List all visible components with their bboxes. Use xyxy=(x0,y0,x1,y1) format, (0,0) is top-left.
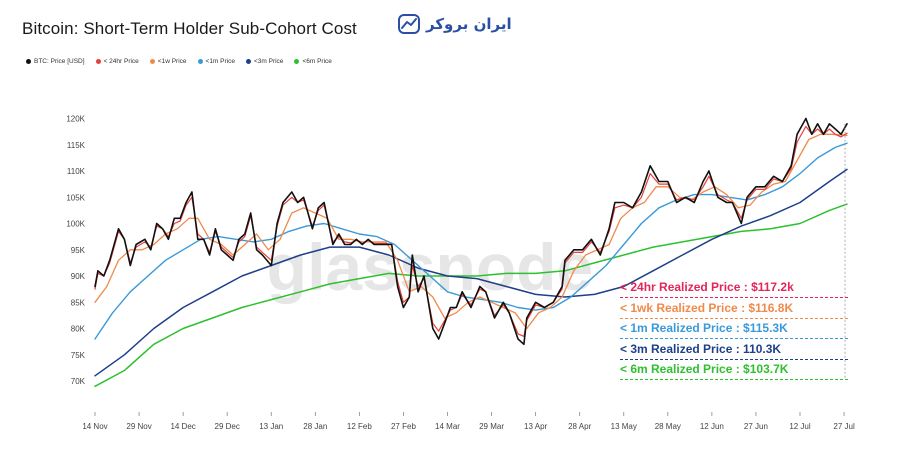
legend-item-2[interactable]: <1w Price xyxy=(149,58,187,65)
legend-swatch xyxy=(294,59,300,64)
series-line-4 xyxy=(94,168,848,377)
legend-swatch xyxy=(149,59,155,64)
y-tick-label: 80K xyxy=(71,325,86,334)
series-line-5 xyxy=(94,203,848,388)
x-tick-label: 27 Jun xyxy=(744,422,768,431)
legend-item-5[interactable]: <6m Price xyxy=(294,58,332,65)
x-tick-label: 13 Apr xyxy=(524,422,547,431)
legend-label: <1w Price xyxy=(157,58,187,65)
legend-label: <1m Price xyxy=(205,58,235,65)
legend-swatch xyxy=(95,59,101,64)
y-tick-label: 70K xyxy=(71,377,86,386)
x-tick-label: 29 Nov xyxy=(126,422,151,431)
x-tick-label: 12 Feb xyxy=(347,422,372,431)
trend-logo-icon xyxy=(398,14,420,34)
x-tick-label: 29 Dec xyxy=(215,422,240,431)
callout-0: < 24hr Realized Price : $117.2k xyxy=(620,280,848,298)
legend-label: < 24hr Price xyxy=(103,58,139,65)
series-line-0 xyxy=(94,117,848,346)
legend-label: <6m Price xyxy=(302,58,332,65)
y-tick-label: 120K xyxy=(66,115,85,124)
y-tick-label: 95K xyxy=(71,246,86,255)
callout-1: < 1wk Realized Price : $116.8K xyxy=(620,301,848,319)
callout-3: < 3m Realized Price : 110.3K xyxy=(620,342,848,360)
x-axis: 14 Nov 29 Nov 14 Dec 29 Dec 13 Jan 28 Jan 12 F… xyxy=(82,412,855,431)
legend-item-4[interactable]: <3m Price xyxy=(245,58,284,65)
x-tick-label: 14 Nov xyxy=(82,422,107,431)
x-tick-label: 28 Apr xyxy=(568,422,591,431)
legend-swatch xyxy=(245,59,251,64)
chart-legend: BTC: Price [USD] < 24hr Price <1w Price <1m… xyxy=(26,58,332,65)
legend-swatch xyxy=(26,59,31,64)
y-axis: 70K 75K 80K 85K 90K 95K 100K 105K 110K 115K 120K xyxy=(66,115,85,387)
x-tick-label: 28 Jan xyxy=(303,422,327,431)
brand-text: ایران بروکر xyxy=(426,15,512,33)
legend-item-3[interactable]: <1m Price xyxy=(197,58,235,65)
x-tick-label: 29 Mar xyxy=(479,422,504,431)
y-tick-label: 105K xyxy=(66,193,85,202)
y-tick-label: 90K xyxy=(71,272,86,281)
legend-item-0[interactable]: BTC: Price [USD] xyxy=(26,58,85,65)
watermark: glassnode xyxy=(267,230,593,304)
x-tick-label: 12 Jul xyxy=(789,422,811,431)
legend-label: BTC: Price [USD] xyxy=(34,58,85,65)
y-tick-label: 75K xyxy=(71,351,86,360)
brand-logo: ایران بروکر xyxy=(398,14,512,34)
callout-4: < 6m Realized Price : $103.7K xyxy=(620,362,848,380)
x-tick-label: 27 Jul xyxy=(833,422,855,431)
y-tick-label: 110K xyxy=(67,167,86,176)
legend-label: <3m Price xyxy=(253,58,284,65)
x-tick-label: 14 Mar xyxy=(435,422,460,431)
x-tick-label: 13 Jan xyxy=(259,422,283,431)
callout-2: < 1m Realized Price : $115.3K xyxy=(620,321,848,339)
x-tick-label: 27 Feb xyxy=(391,422,416,431)
legend-item-1[interactable]: < 24hr Price xyxy=(95,58,139,65)
x-tick-label: 13 May xyxy=(611,422,637,431)
x-tick-label: 12 Jun xyxy=(700,422,724,431)
y-tick-label: 100K xyxy=(66,220,85,229)
chart-title: Bitcoin: Short-Term Holder Sub-Cohort Co… xyxy=(22,19,357,38)
series-line-3 xyxy=(94,142,848,340)
series-layer xyxy=(94,117,848,388)
legend-swatch xyxy=(197,59,203,64)
y-tick-label: 85K xyxy=(71,298,86,307)
x-tick-label: 28 May xyxy=(655,422,681,431)
x-tick-label: 14 Dec xyxy=(170,422,195,431)
y-tick-label: 115K xyxy=(67,141,86,150)
